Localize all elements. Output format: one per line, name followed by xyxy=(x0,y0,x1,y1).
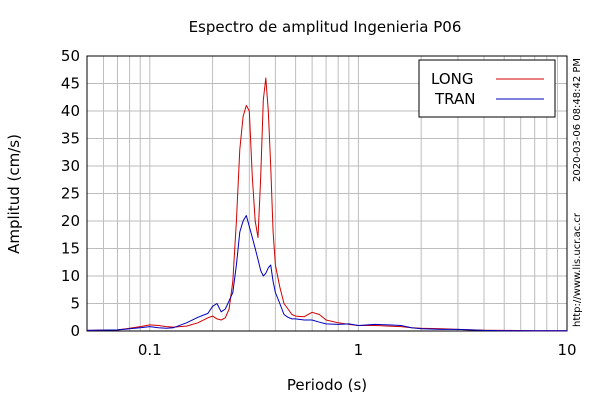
y-tick-label: 50 xyxy=(61,47,80,65)
timestamp-text: 2020-03-06 08:48:42 PM xyxy=(572,58,583,182)
y-tick-label: 15 xyxy=(61,240,80,258)
y-tick-label: 45 xyxy=(61,75,80,93)
series-layer xyxy=(86,77,567,332)
y-tick-label: 5 xyxy=(70,295,80,313)
y-tick-label: 35 xyxy=(61,130,80,148)
legend-label-long: LONG xyxy=(431,70,473,88)
legend-box xyxy=(418,59,556,118)
series-line-tran xyxy=(86,215,567,332)
y-tick-label: 25 xyxy=(61,185,80,203)
legend: LONG TRAN xyxy=(418,59,556,118)
x-tick-label: 10 xyxy=(557,341,576,359)
plot-frame xyxy=(86,55,568,332)
legend-label-tran: TRAN xyxy=(434,90,475,108)
y-tick-label: 40 xyxy=(61,102,80,120)
series-line-long xyxy=(86,77,567,332)
y-tick-label: 20 xyxy=(61,212,80,230)
x-tick-label: 0.1 xyxy=(138,341,162,359)
grid xyxy=(86,55,567,332)
y-tick-label: 10 xyxy=(61,267,80,285)
x-tick-label: 1 xyxy=(354,341,364,359)
chart-title: Espectro de amplitud Ingenieria P06 xyxy=(189,18,462,36)
y-tick-label: 0 xyxy=(70,322,80,340)
y-tick-label: 30 xyxy=(61,157,80,175)
tick-layer: 0 5 10 15 20 25 30 35 40 45 50 0.1 1 10 xyxy=(61,47,577,359)
x-axis-label: Periodo (s) xyxy=(287,376,367,394)
y-axis-label: Amplitud (cm/s) xyxy=(5,134,23,254)
source-url-text: http://www.lis.ucr.ac.cr xyxy=(572,212,583,327)
